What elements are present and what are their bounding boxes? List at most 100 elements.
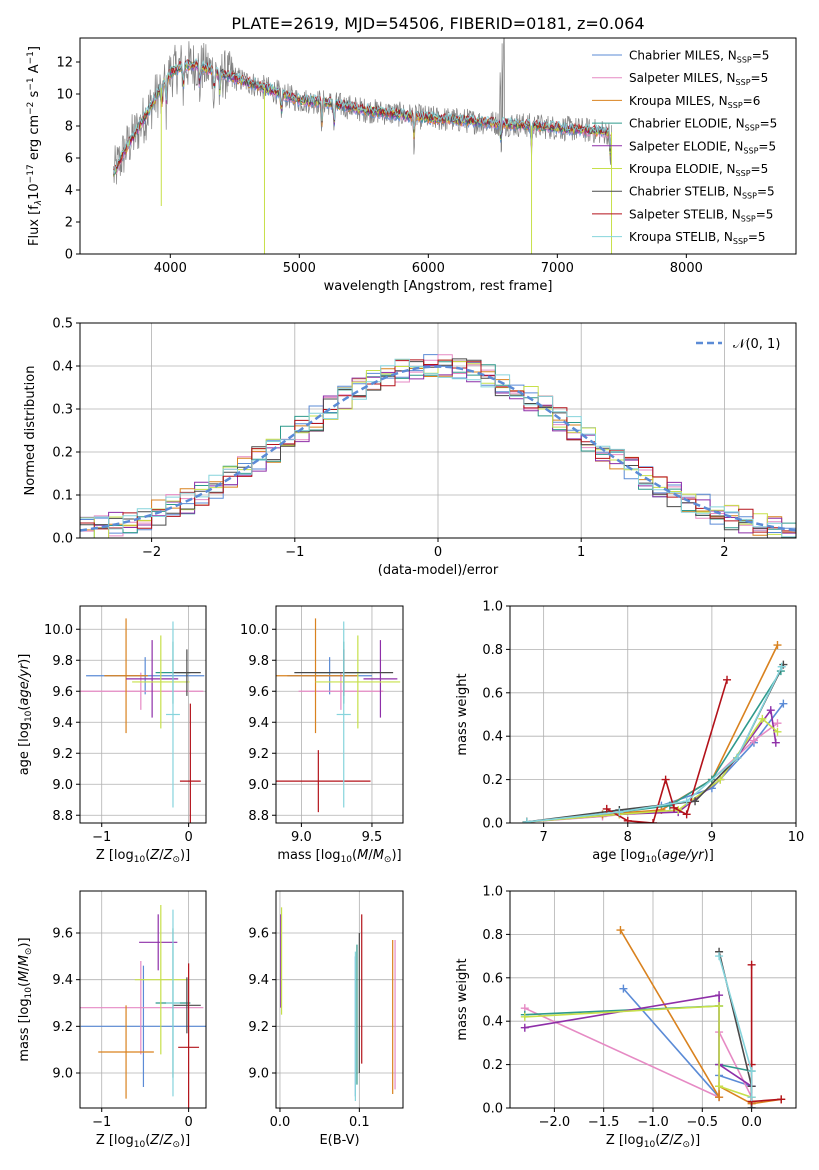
y-tick-label: 2	[65, 216, 73, 231]
y-axis-label: mass [log10(M/M⊙)]	[17, 937, 34, 1061]
legend: Chabrier MILES, NSSP=5 Salpeter MILES, NS…	[592, 49, 777, 246]
y-axis-label: Normed distribution	[23, 366, 38, 496]
legend-entry: 𝒩(0, 1)	[733, 337, 780, 352]
weight-marker	[723, 675, 732, 684]
y-tick-label: 9.2	[52, 1020, 73, 1035]
axes-frame: −1 0 8.8 9.0 9.2 9.4 9.6 9.8 10.0 Z [log10(Z/Z⊙)]…	[17, 605, 207, 865]
legend-entry: Chabrier ELODIE, NSSP=5	[629, 117, 777, 133]
plot-area	[80, 905, 206, 1108]
model-spectrum-4	[113, 60, 612, 177]
y-tick-label: 12	[56, 56, 73, 71]
weight-marker	[773, 727, 782, 736]
legend-entry: Chabrier STELIB, NSSP=5	[629, 185, 775, 201]
axes-frame: 0.0 0.1 9.0 9.2 9.4 9.6 E(B-V)	[248, 890, 404, 1148]
x-tick-label: −1	[285, 545, 304, 560]
data-point	[298, 672, 384, 710]
weight-marker	[715, 991, 724, 1000]
y-tick-label: 9.4	[248, 716, 269, 731]
x-tick-label: 0	[184, 830, 192, 845]
y-tick-label: 9.6	[248, 685, 269, 700]
y-tick-label: 9.2	[52, 747, 73, 762]
plot-area	[80, 618, 205, 823]
x-axis-label: Z [log10(Z/Z⊙)]	[96, 848, 190, 865]
y-tick-label: 0.4	[482, 730, 503, 745]
y-tick-label: 0.0	[52, 532, 73, 547]
data-point	[104, 618, 148, 734]
y-tick-label: 0.0	[482, 817, 503, 832]
y-tick-label: 0.6	[482, 686, 503, 701]
weight-marker	[747, 1093, 756, 1102]
x-tick-label: 8	[624, 830, 632, 845]
data-point	[172, 649, 201, 696]
weight-marker	[670, 803, 679, 812]
y-tick-label: 9.6	[52, 685, 73, 700]
histogram-8	[80, 358, 796, 538]
x-tick-label: 5000	[283, 261, 316, 276]
weight-marker	[777, 1095, 786, 1104]
y-tick-label: 0.8	[482, 928, 503, 943]
y-axis-label: mass weight	[455, 958, 470, 1040]
y-tick-label: 10.0	[44, 623, 73, 638]
figure-title: PLATE=2619, MJD=54506, FIBERID=0181, z=0…	[231, 14, 644, 33]
weight-series-0	[526, 703, 785, 823]
plot-area	[520, 926, 786, 1108]
y-tick-label: 9.8	[248, 654, 269, 669]
panel-weight_vs_Z: −2.0 −1.5 −1.0 −0.5 0.0 0.0 0.2 0.4 0.6 0.8 1.0 Z […	[455, 885, 797, 1150]
weight-marker	[520, 1012, 529, 1021]
y-tick-label: 8.8	[248, 809, 269, 824]
axes-border	[275, 605, 404, 824]
y-tick-label: 9.2	[248, 1020, 269, 1035]
y-tick-label: 0.5	[52, 317, 73, 332]
data-point	[166, 621, 180, 808]
x-tick-label: 0.1	[349, 1115, 370, 1130]
axes-frame: 4000 5000 6000 7000 8000 0 2 4 6 8 10 12 wavelength …	[56, 37, 797, 294]
x-tick-label: 0.0	[741, 1115, 762, 1130]
axes-frame: −1 0 9.0 9.2 9.4 9.6 Z [log10(Z/Z⊙)] mass [log1…	[17, 890, 207, 1150]
data-point	[134, 905, 187, 1055]
x-axis-label: E(B-V)	[319, 1133, 359, 1148]
y-tick-label: 0.4	[482, 1015, 503, 1030]
x-tick-label: 1	[577, 545, 585, 560]
weight-marker	[682, 810, 691, 819]
x-tick-label: −1.0	[637, 1115, 669, 1130]
y-tick-label: 9.6	[248, 927, 269, 942]
x-tick-label: 7	[540, 830, 548, 845]
x-tick-label: 0	[184, 1115, 192, 1130]
panel-weight_vs_age: 7 8 9 10 0.0 0.2 0.4 0.6 0.8 1.0 age [log10(age/yr…	[455, 600, 804, 866]
panel-age_vs_Z: −1 0 8.8 9.0 9.2 9.4 9.6 9.8 10.0 Z [log10(Z/Z⊙)]…	[17, 605, 207, 865]
weight-marker	[715, 1093, 724, 1102]
weight-marker	[623, 816, 632, 823]
weight-series-2	[526, 644, 779, 823]
y-tick-label: 0.8	[482, 643, 503, 658]
x-tick-label: −2.0	[539, 1115, 571, 1130]
x-tick-label: −1	[92, 830, 111, 845]
x-tick-label: 4000	[154, 261, 187, 276]
axes-frame: −2 −1 0 1 2 0.0 0.1 0.2 0.3 0.4 0.5 (data-model)/er…	[23, 317, 797, 578]
data-point	[276, 618, 358, 734]
legend-entry: Chabrier MILES, NSSP=5	[629, 49, 769, 65]
y-tick-label: 0.2	[52, 446, 73, 461]
weight-marker	[602, 804, 611, 813]
legend-entry: Kroupa ELODIE, NSSP=5	[629, 162, 768, 178]
weight-marker	[749, 736, 758, 745]
y-tick-label: 10	[56, 88, 73, 103]
weight-marker	[715, 1082, 724, 1091]
axes-border	[79, 37, 797, 255]
x-tick-label: −0.5	[687, 1115, 719, 1130]
y-tick-label: 9.0	[248, 1067, 269, 1082]
x-tick-label: 0	[434, 545, 442, 560]
axes-border	[79, 605, 207, 824]
legend-entry: Salpeter ELODIE, NSSP=5	[629, 139, 776, 155]
model-spectrum-8	[113, 57, 612, 175]
x-tick-label: 10	[788, 830, 805, 845]
axes-border	[79, 890, 207, 1109]
y-tick-label: 1.0	[482, 885, 503, 900]
y-tick-label: 4	[65, 184, 73, 199]
data-point	[80, 961, 204, 1055]
data-point	[166, 909, 180, 1097]
weight-marker	[747, 960, 756, 969]
data-point	[98, 1005, 154, 1099]
y-tick-label: 9.4	[52, 716, 73, 731]
x-tick-label: −1.5	[588, 1115, 620, 1130]
axes-frame: 7 8 9 10 0.0 0.2 0.4 0.6 0.8 1.0 age [log10(age/yr…	[455, 600, 804, 866]
